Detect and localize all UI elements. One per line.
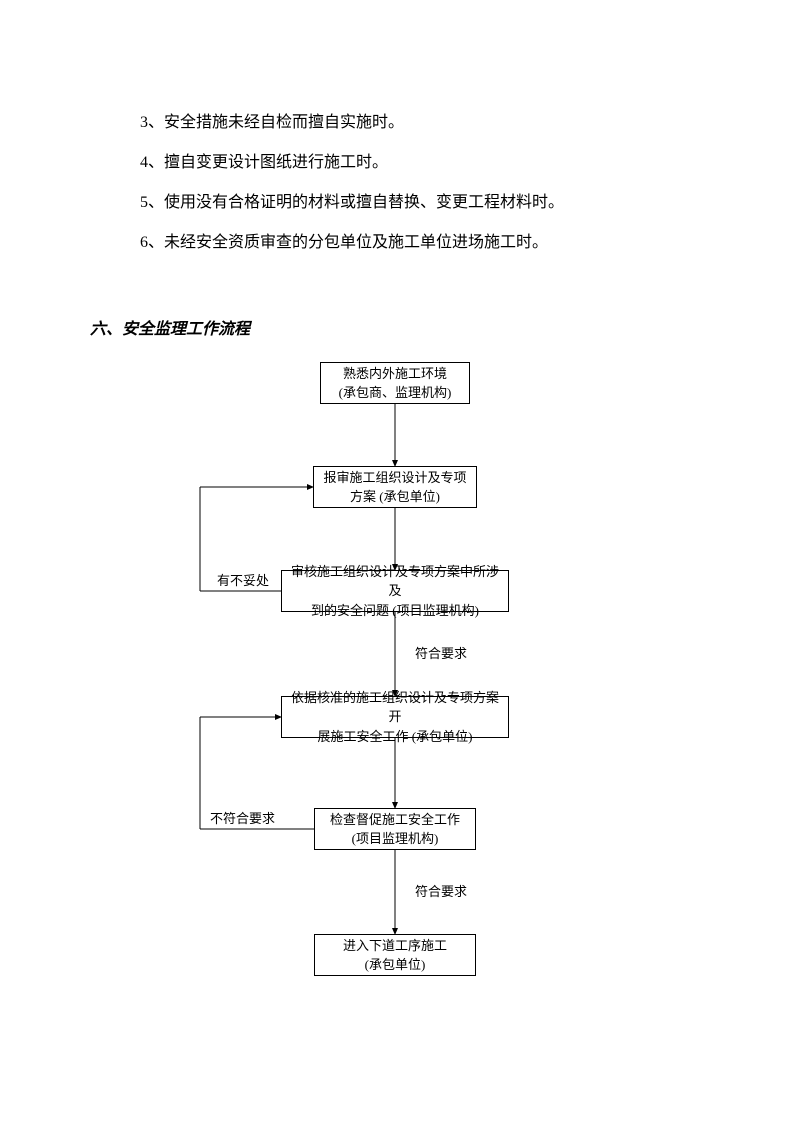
section-heading: 六、安全监理工作流程 [90,315,250,339]
document-page: 3、安全措施未经自检而擅自实施时。 4、擅自变更设计图纸进行施工时。 5、使用没… [0,0,793,1122]
flow-node-line1: 进入下道工序施工 [343,936,447,956]
flow-node-line2: (项目监理机构) [352,829,439,849]
flow-label-1: 符合要求 [415,643,467,662]
flow-node-n5: 检查督促施工安全工作(项目监理机构) [314,808,476,850]
list-item-3: 3、安全措施未经自检而擅自实施时。 [140,108,404,132]
list-item-4: 4、擅自变更设计图纸进行施工时。 [140,148,388,172]
flow-node-line1: 审核施工组织设计及专项方案中所涉及 [290,562,500,601]
flow-node-n1: 熟悉内外施工环境(承包商、监理机构) [320,362,470,404]
flow-node-n6: 进入下道工序施工(承包单位) [314,934,476,976]
list-item-5: 5、使用没有合格证明的材料或擅自替换、变更工程材料时。 [140,188,564,212]
flow-label-3: 符合要求 [415,881,467,900]
flow-node-n4: 依据核准的施工组织设计及专项方案开展施工安全工作 (承包单位) [281,696,509,738]
flow-node-line2: 展施工安全工作 (承包单位) [318,727,473,747]
flow-node-n3: 审核施工组织设计及专项方案中所涉及到的安全问题 (项目监理机构) [281,570,509,612]
flow-node-line2: (承包商、监理机构) [339,383,452,403]
flow-node-line1: 熟悉内外施工环境 [343,364,447,384]
flow-label-0: 有不妥处 [217,570,269,589]
flow-node-line2: 方案 (承包单位) [350,487,440,507]
flow-node-line1: 检查督促施工安全工作 [330,810,460,830]
flow-node-line1: 报审施工组织设计及专项 [323,468,466,488]
flow-node-line1: 依据核准的施工组织设计及专项方案开 [290,688,500,727]
flow-node-n2: 报审施工组织设计及专项方案 (承包单位) [313,466,477,508]
flow-node-line2: (承包单位) [365,955,426,975]
flow-node-line2: 到的安全问题 (项目监理机构) [311,601,479,621]
flow-label-2: 不符合要求 [210,808,275,827]
list-item-6: 6、未经安全资质审查的分包单位及施工单位进场施工时。 [140,228,548,252]
